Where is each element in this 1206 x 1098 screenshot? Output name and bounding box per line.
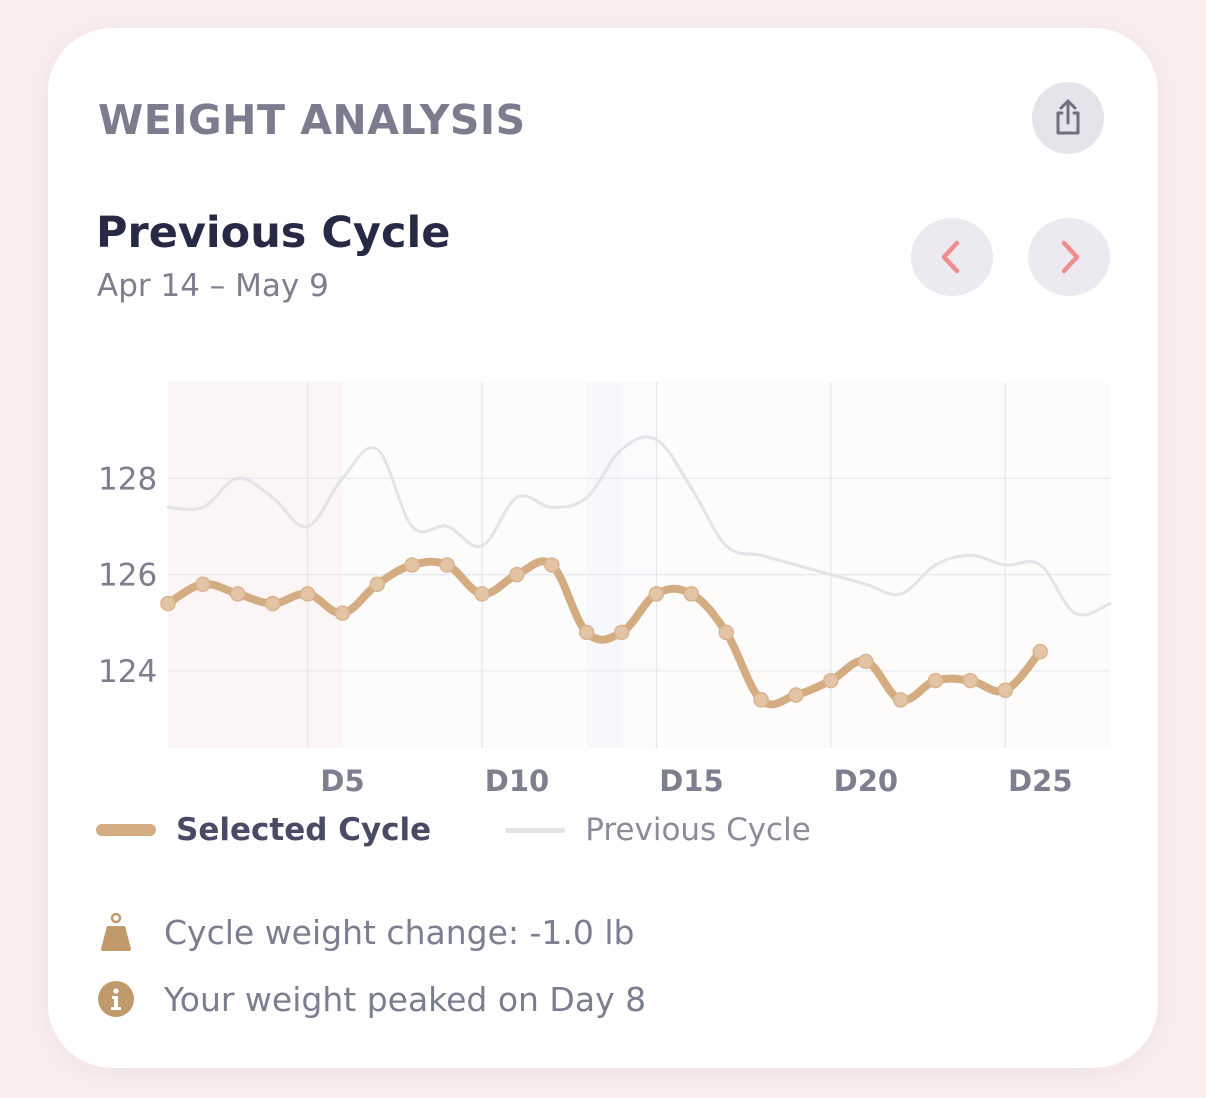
selected-cycle-point xyxy=(195,576,211,593)
legend-previous-cycle: Previous Cycle xyxy=(505,812,811,848)
legend-label-selected: Selected Cycle xyxy=(176,812,432,848)
selected-cycle-point xyxy=(753,692,769,708)
selected-cycle-point xyxy=(160,595,176,612)
selected-cycle-point xyxy=(718,624,734,641)
chart-legend: Selected Cycle Previous Cycle xyxy=(96,808,811,852)
y-tick-label: 128 xyxy=(98,461,157,497)
legend-label-previous: Previous Cycle xyxy=(585,812,811,848)
insight-weight-change: Cycle weight change: -1.0 lb xyxy=(98,910,634,954)
share-button[interactable] xyxy=(1032,82,1104,154)
section-title: WEIGHT ANALYSIS xyxy=(98,96,526,144)
selected-cycle-point xyxy=(264,595,281,612)
info-icon xyxy=(98,979,134,1019)
phase-band xyxy=(586,382,622,748)
phase-band xyxy=(168,382,343,748)
chevron-left-icon xyxy=(941,240,960,274)
selected-cycle-point xyxy=(788,687,804,703)
selected-cycle-point xyxy=(962,672,979,689)
next-cycle-button[interactable] xyxy=(1028,218,1110,296)
selected-cycle-point xyxy=(230,586,246,602)
insight-text: Your weight peaked on Day 8 xyxy=(164,979,647,1019)
phase-band xyxy=(621,382,657,748)
x-tick-label: D20 xyxy=(834,764,898,798)
cycle-title: Previous Cycle xyxy=(96,208,451,258)
legend-swatch-previous xyxy=(505,827,566,833)
selected-cycle-point xyxy=(544,557,560,573)
selected-cycle-point xyxy=(648,586,665,602)
selected-cycle-point xyxy=(892,692,909,708)
x-tick-label: D5 xyxy=(320,764,364,798)
selected-cycle-point xyxy=(997,682,1014,698)
selected-cycle-point xyxy=(578,624,595,641)
selected-cycle-point xyxy=(474,586,490,602)
cycle-date-range: Apr 14 – May 9 xyxy=(97,268,329,304)
selected-cycle-point xyxy=(683,586,700,602)
chevron-right-icon xyxy=(1061,240,1080,274)
x-tick-label: D15 xyxy=(659,764,723,798)
legend-selected-cycle: Selected Cycle xyxy=(96,812,431,848)
y-axis-labels: 128 126 124 xyxy=(98,461,157,690)
weight-icon xyxy=(98,912,134,952)
weight-analysis-card: WEIGHT ANALYSIS Previous Cycle Apr 14 – … xyxy=(48,28,1158,1068)
x-axis-labels: D5 D10 D15 D20 D25 xyxy=(320,764,1072,798)
previous-cycle-series xyxy=(166,435,1112,617)
selected-cycle-point xyxy=(823,672,839,689)
legend-swatch-selected xyxy=(96,824,156,836)
insight-peak-day: Your weight peaked on Day 8 xyxy=(98,977,646,1021)
previous-cycle-button[interactable] xyxy=(911,218,993,296)
x-tick-label: D25 xyxy=(1008,764,1072,798)
selected-cycle-point xyxy=(334,605,351,621)
share-icon xyxy=(1056,99,1080,135)
selected-cycle-series xyxy=(160,557,1048,709)
weight-chart: 128 126 124 D5 D10 D15 D20 D25 xyxy=(98,382,1112,798)
selected-cycle-point xyxy=(299,586,316,602)
insight-text: Cycle weight change: -1.0 lb xyxy=(164,912,635,952)
selected-cycle-point xyxy=(858,653,874,670)
selected-cycle-point xyxy=(613,624,630,641)
selected-cycle-point xyxy=(439,557,455,573)
x-tick-label: D10 xyxy=(485,764,549,798)
y-tick-label: 126 xyxy=(98,558,157,594)
selected-cycle-point xyxy=(509,566,525,583)
selected-cycle-point xyxy=(927,672,944,689)
selected-cycle-point xyxy=(1032,643,1048,660)
previous-cycle-line xyxy=(166,435,1112,617)
y-tick-label: 124 xyxy=(98,654,157,690)
selected-cycle-point xyxy=(404,557,420,573)
selected-cycle-point xyxy=(369,576,386,593)
